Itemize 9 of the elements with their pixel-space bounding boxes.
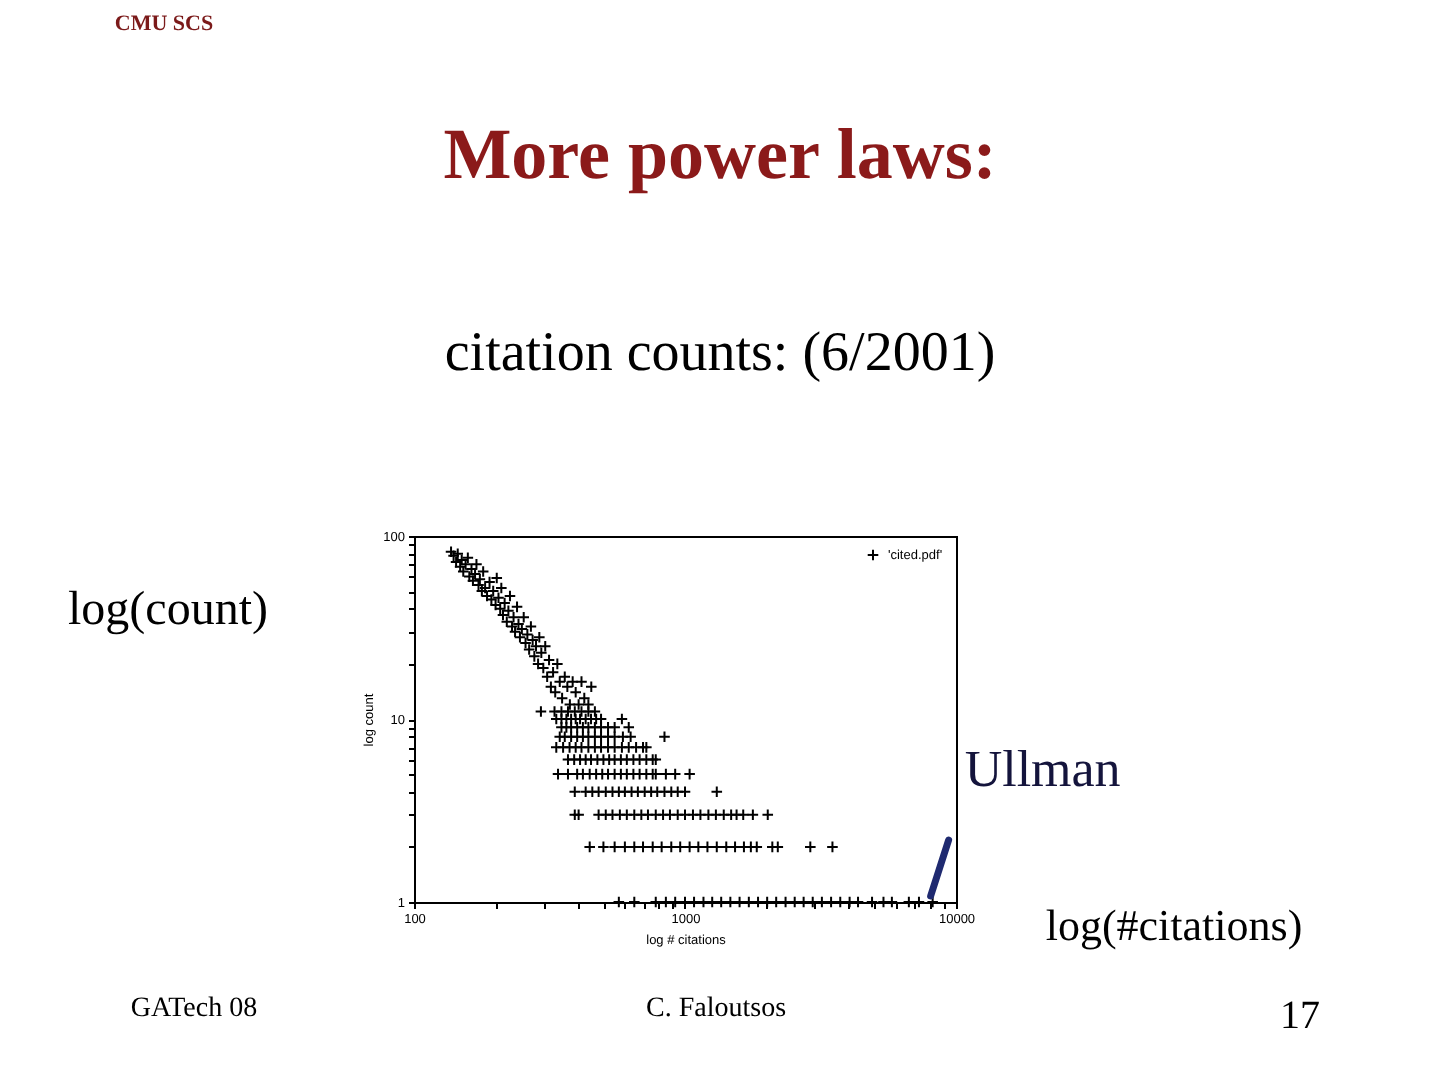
text: C. Faloutsos — [645, 994, 787, 1024]
annotation: Ullman — [964, 740, 1121, 798]
text: log(count) — [68, 584, 268, 636]
text: GATech 08 — [130, 994, 258, 1024]
text: CMU SCS — [114, 12, 214, 36]
chart-title: More power laws: — [443, 114, 997, 194]
chart-subtitle: citation counts: (6/2001) — [444, 322, 996, 384]
text: log(#citations) — [1045, 900, 1303, 950]
text: 17 — [1280, 994, 1320, 1038]
